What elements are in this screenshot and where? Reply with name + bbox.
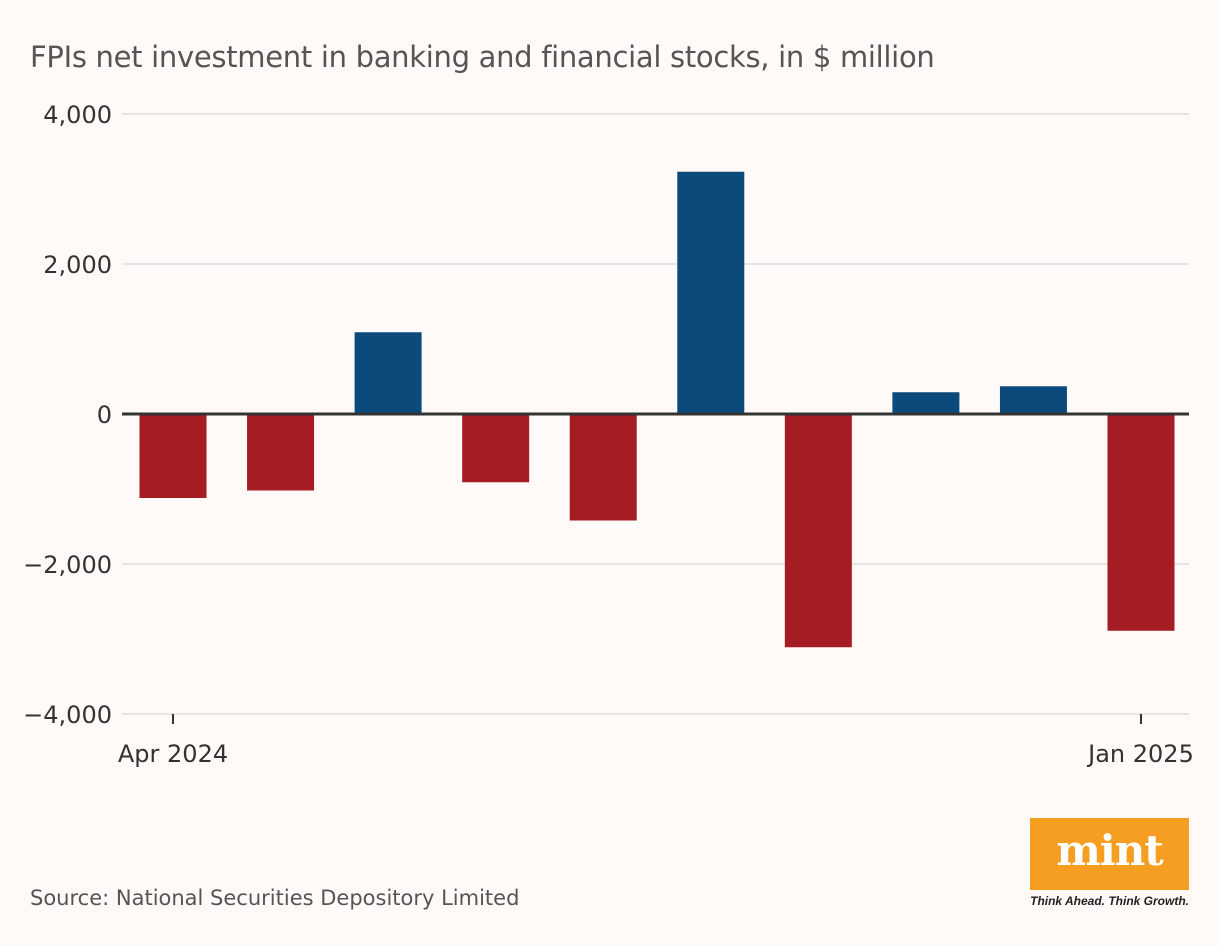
mint-logo-text: mint — [1056, 826, 1163, 875]
bars — [139, 171, 1175, 648]
bar-oct-2024 — [784, 414, 852, 648]
y-tick-label: 4,000 — [43, 101, 112, 129]
x-tick-label: Jan 2025 — [1086, 740, 1194, 768]
grid-lines — [122, 113, 1189, 715]
y-axis-ticks: 4,000 2,000 0 −2,000 −4,000 — [23, 101, 112, 729]
bar-apr-2024 — [139, 414, 207, 498]
y-tick-label: 0 — [97, 401, 112, 429]
bar-aug-2024 — [569, 414, 637, 521]
x-axis-ticks: Apr 2024 Jan 2025 — [118, 714, 1194, 768]
mint-logo: mint — [1030, 818, 1189, 890]
bar-dec-2024 — [999, 386, 1067, 414]
y-tick-label: −4,000 — [23, 701, 112, 729]
bar-sep-2024 — [677, 171, 745, 414]
source-note: Source: National Securities Depository L… — [30, 886, 520, 910]
mint-tagline: Think Ahead. Think Growth. — [1030, 894, 1189, 908]
bar-may-2024 — [247, 414, 315, 491]
bar-nov-2024 — [892, 392, 960, 414]
bar-jun-2024 — [354, 332, 422, 414]
y-tick-label: 2,000 — [43, 251, 112, 279]
chart-title: FPIs net investment in banking and finan… — [30, 40, 935, 74]
bar-jan-2025 — [1107, 414, 1175, 631]
x-tick-label: Apr 2024 — [118, 740, 228, 768]
bar-jul-2024 — [462, 414, 530, 483]
y-tick-label: −2,000 — [23, 551, 112, 579]
